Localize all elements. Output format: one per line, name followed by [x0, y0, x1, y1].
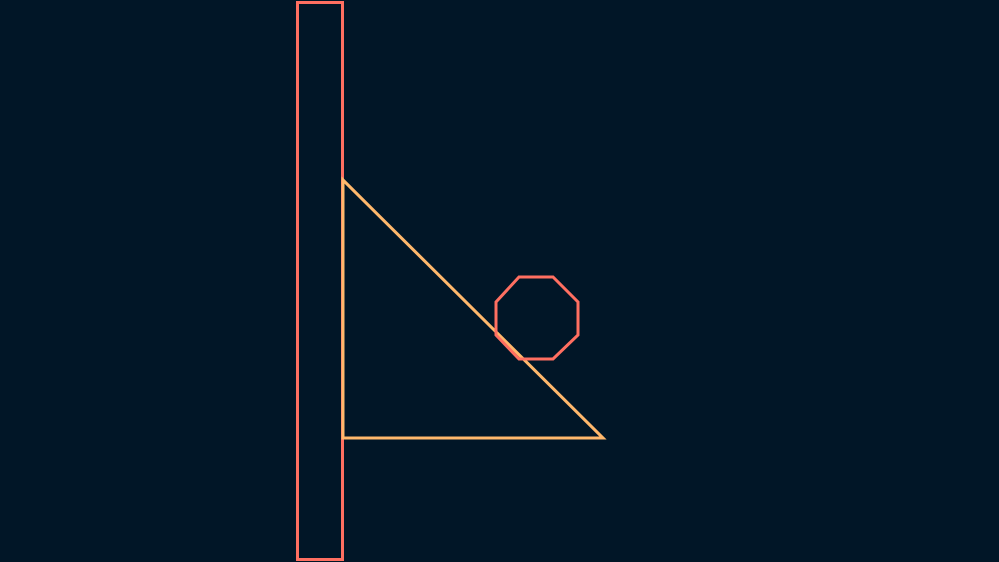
ball[interactable] [494, 275, 580, 361]
ramp [341, 176, 607, 440]
